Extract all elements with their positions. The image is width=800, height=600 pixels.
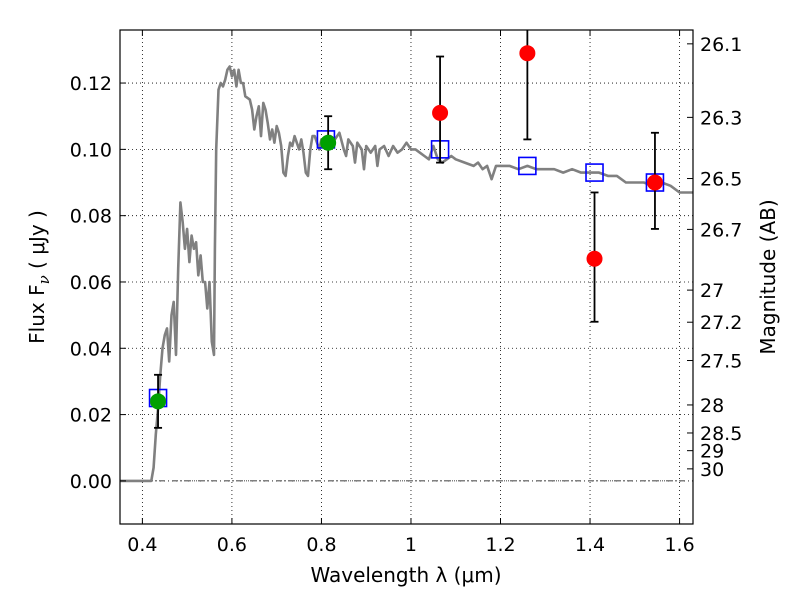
x-tick-label: 0.8: [306, 534, 336, 556]
y2-tick-label: 29: [700, 441, 724, 463]
y-tick-label: 0.06: [70, 272, 112, 294]
y2-tick-label: 27.2: [700, 312, 742, 334]
y-axis-label-subscript: ν: [35, 275, 53, 284]
y-axis-label-main: Flux F: [25, 284, 49, 343]
y2-tick-label: 26.5: [700, 169, 742, 191]
x-tick-label: 0.6: [217, 534, 247, 556]
x-axis-label: Wavelength λ (μm): [310, 563, 501, 587]
x-tick-label: 1.2: [485, 534, 515, 556]
y2-tick-label: 27: [700, 280, 724, 302]
x-tick-label: 0.4: [127, 534, 157, 556]
x-tick-label: 1.6: [664, 534, 694, 556]
x-axis: 0.4 0.6 0.8 1 1.2 1.4 1.6: [127, 30, 695, 556]
y2-tick-label: 27.5: [700, 351, 742, 373]
data-point: [432, 104, 449, 121]
observed-photometry: [150, 45, 663, 410]
y2-tick-label: 30: [700, 459, 724, 481]
y-axis-label: Flux Fν ( μJy ): [25, 210, 53, 344]
y-tick-label: 0.00: [70, 471, 112, 493]
y2-tick-label: 26.7: [700, 219, 742, 241]
y2-axis-label: Magnitude (AB): [756, 199, 780, 354]
data-point: [586, 250, 603, 267]
y2-tick-label: 26.3: [700, 107, 742, 129]
x-tick-label: 1: [405, 534, 417, 556]
x-tick-label: 1.4: [575, 534, 605, 556]
plot-background: [120, 30, 693, 524]
data-point: [519, 45, 536, 62]
y-axis: 0.00 0.02 0.04 0.06 0.08 0.10 0.12: [70, 73, 126, 493]
data-point: [646, 174, 663, 191]
model-spectrum: [120, 65, 693, 483]
y-tick-label: 0.02: [70, 405, 112, 427]
y2-tick-label: 26.1: [700, 34, 742, 56]
y2-tick-label: 28.5: [700, 423, 742, 445]
y-tick-label: 0.12: [70, 73, 112, 95]
plot-frame: [119, 29, 694, 525]
model-spectrum-line: [120, 65, 693, 483]
y-axis-label-unit: ( μJy ): [25, 210, 49, 275]
y2-tick-label: 28: [700, 395, 724, 417]
data-point: [150, 393, 167, 410]
model-photometry-square: [518, 156, 537, 176]
y-tick-label: 0.04: [70, 338, 112, 360]
y-tick-label: 0.08: [70, 206, 112, 228]
model-photometry-square: [585, 163, 604, 182]
data-point: [320, 134, 337, 151]
y-tick-label: 0.10: [70, 139, 112, 161]
